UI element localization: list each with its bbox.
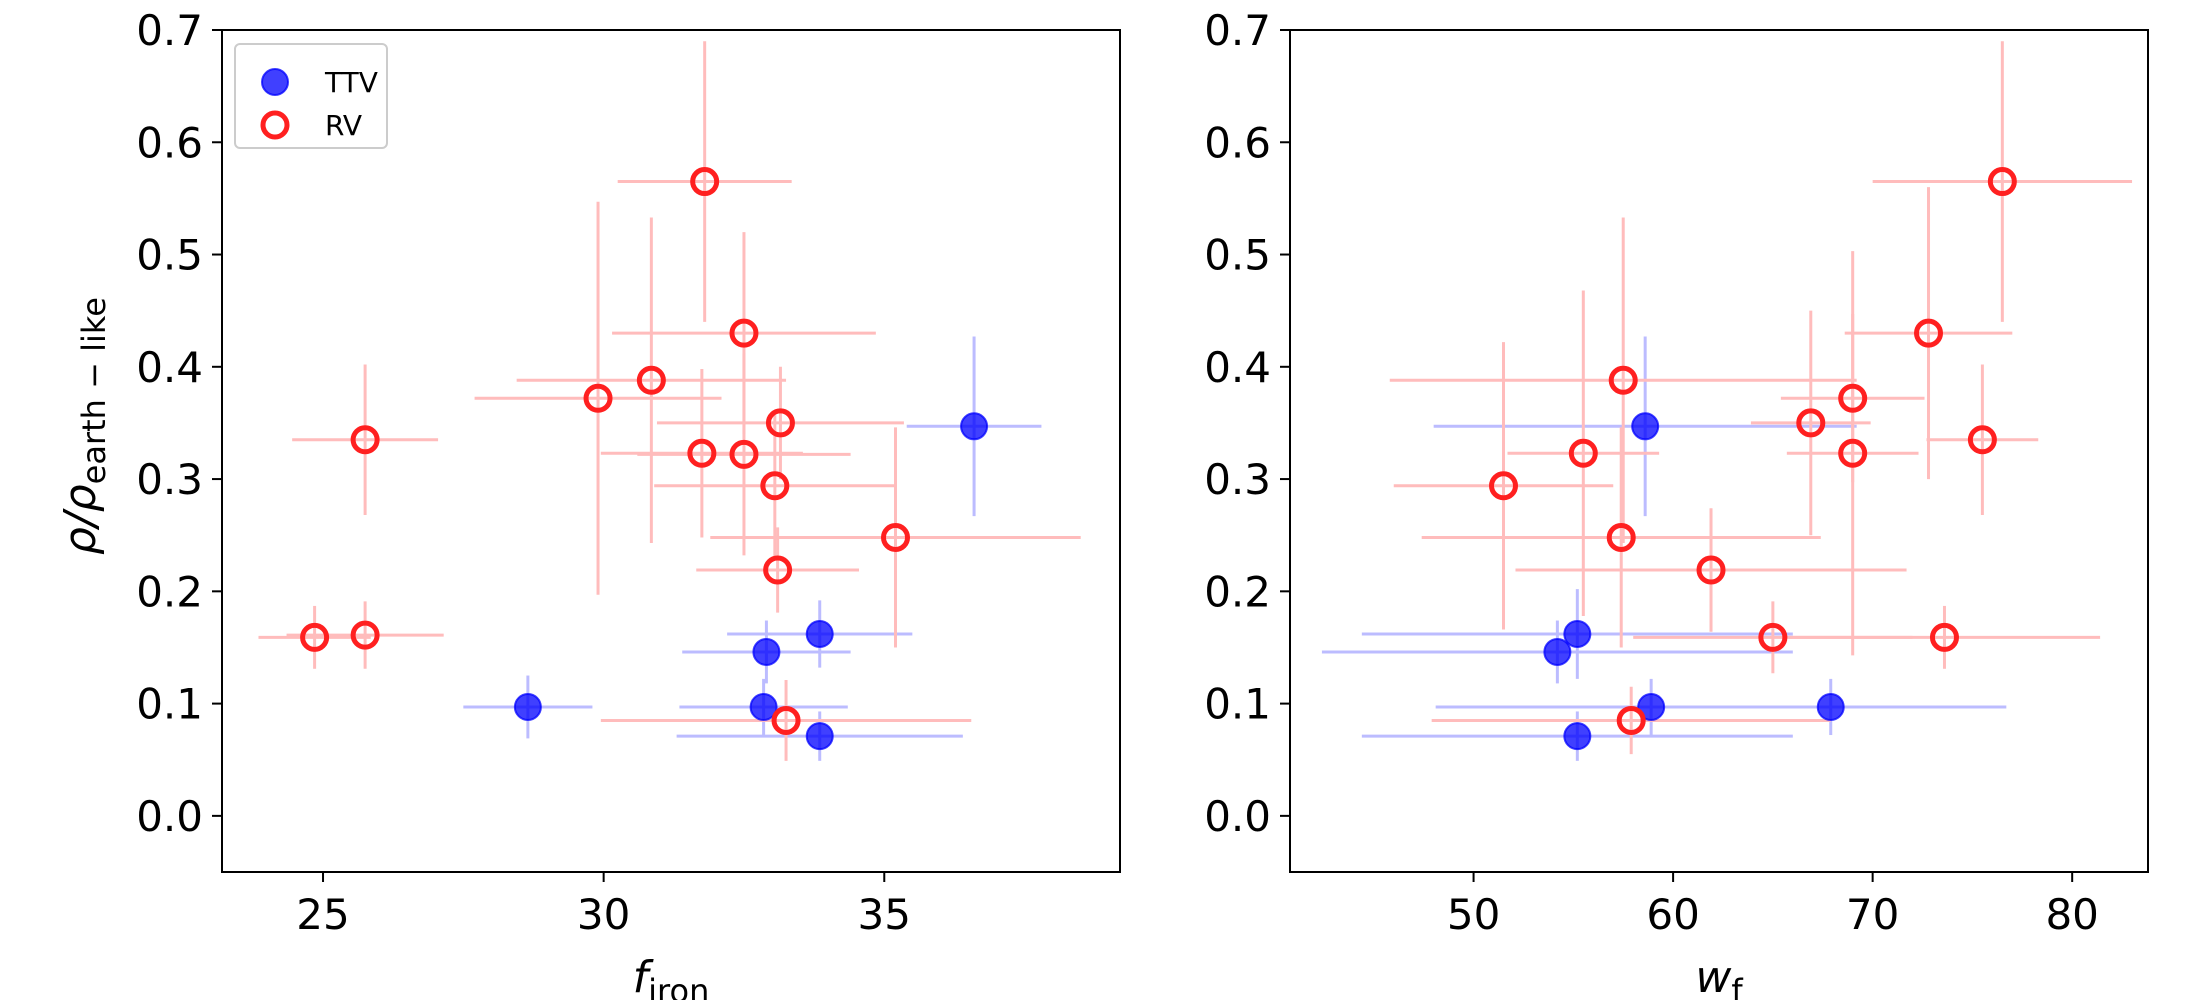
marker-layer	[300, 167, 989, 751]
y-tick-label: 0.3	[136, 455, 203, 504]
ttv-point	[1631, 412, 1660, 441]
rv-point	[1616, 705, 1646, 735]
y-tick-label: 0.1	[1204, 680, 1271, 729]
x-tick-label: 25	[296, 890, 349, 939]
rv-point	[1838, 383, 1868, 413]
x-tick-label: 50	[1447, 890, 1500, 939]
rv-point	[1608, 365, 1638, 395]
y-tick-label: 0.0	[1204, 792, 1271, 841]
right-panel: 50 60 70 80 0.0 0.1 0.2 0.3 0.4 0.5 0.6 0.7 wf	[1204, 6, 2149, 1000]
rv-point	[583, 383, 613, 413]
x-tick-label: 80	[2045, 890, 2098, 939]
rv-point	[771, 705, 801, 735]
y-tick-label: 0.5	[136, 231, 203, 280]
rv-point	[1838, 438, 1868, 468]
ttv-point	[749, 692, 778, 721]
y-tick-label: 0.0	[136, 792, 203, 841]
ttv-point	[805, 619, 834, 648]
errorbar-layer	[1321, 41, 2133, 761]
rv-point	[1489, 471, 1519, 501]
axes-frame	[1289, 29, 2149, 873]
axes-frame	[221, 29, 1121, 873]
x-tick-label: 60	[1646, 890, 1699, 939]
ttv-point	[1563, 722, 1592, 751]
rv-point	[1987, 167, 2017, 197]
ttv-point	[1543, 637, 1572, 666]
rv-point	[1796, 408, 1826, 438]
legend-label-ttv: TTV	[324, 66, 378, 99]
y-tick-label: 0.6	[136, 118, 203, 167]
y-axis-label: ρ/ρearth − like	[55, 297, 113, 555]
legend: TTV RV	[234, 43, 388, 149]
rv-point	[1568, 438, 1598, 468]
x-axis-label: wf	[1695, 952, 1743, 1000]
y-tick-label: 0.4	[1204, 343, 1271, 392]
rv-point	[729, 318, 759, 348]
y-tick-label: 0.6	[1204, 118, 1271, 167]
rv-point	[1696, 555, 1726, 585]
ttv-point	[1563, 619, 1592, 648]
y-tick-label: 0.7	[1204, 6, 1271, 55]
marker-layer	[1489, 167, 2017, 751]
rv-point	[300, 622, 330, 652]
y-tick-label: 0.2	[1204, 567, 1271, 616]
x-tick-label: 70	[1846, 890, 1899, 939]
legend-marker-rv	[260, 110, 290, 140]
rv-point	[1967, 425, 1997, 455]
y-tick-label: 0.2	[136, 567, 203, 616]
rv-point	[636, 365, 666, 395]
ttv-point	[752, 637, 781, 666]
rv-point	[763, 555, 793, 585]
ttv-point	[960, 412, 989, 441]
y-tick-label: 0.7	[136, 6, 203, 55]
rv-point	[881, 522, 910, 552]
left-panel: 25 30 35 0.0 0.1 0.2 0.3 0.4 0.5 0.6 0.7 firon ρ/ρea…	[55, 6, 1121, 1000]
y-tick-label: 0.4	[136, 343, 203, 392]
rv-point	[1914, 318, 1944, 348]
rv-point	[765, 408, 795, 438]
rv-point	[729, 439, 759, 469]
rv-point	[760, 471, 790, 501]
ttv-point	[1816, 692, 1845, 721]
rv-point	[350, 425, 380, 455]
rv-point	[687, 438, 717, 468]
legend-marker-ttv	[261, 68, 289, 96]
legend-label-rv: RV	[325, 109, 362, 142]
y-tick-label: 0.5	[1204, 231, 1271, 280]
rv-point	[690, 167, 720, 197]
plot-area	[1290, 30, 2148, 872]
y-tick-label: 0.1	[136, 680, 203, 729]
ttv-point	[805, 722, 834, 751]
rv-point	[1929, 622, 1959, 652]
x-tick-label: 35	[858, 890, 911, 939]
rv-point	[350, 620, 380, 650]
ttv-point	[513, 692, 542, 721]
ttv-point	[1637, 692, 1666, 721]
y-tick-label: 0.3	[1204, 455, 1271, 504]
x-axis-label: firon	[633, 952, 710, 1000]
rv-point	[1606, 522, 1636, 552]
x-tick-label: 30	[577, 890, 630, 939]
rv-point	[1758, 622, 1788, 652]
